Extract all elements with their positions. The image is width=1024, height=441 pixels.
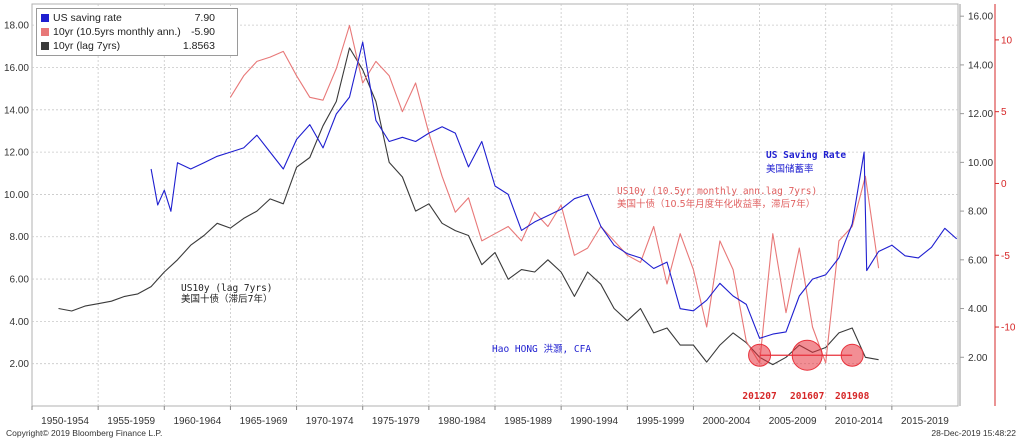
x-tick-label: 1955-1959 — [107, 416, 155, 427]
legend-swatch-10yr-lag — [41, 42, 49, 50]
legend-label-10yr-lag: 10yr (lag 7yrs) — [53, 40, 121, 52]
right-inner-tick-label: 12.00 — [968, 109, 993, 120]
x-tick-label: 1960-1964 — [173, 416, 221, 427]
circle-label-201207: 201207 — [742, 391, 776, 402]
left-tick-label: 14.00 — [4, 105, 29, 116]
x-tick-label: 2005-2009 — [769, 416, 817, 427]
legend-label-10yr-ann: 10yr (10.5yrs monthly ann.) — [53, 26, 181, 38]
right-outer-tick-label: -5 — [1001, 251, 1010, 262]
x-tick-label: 2000-2004 — [703, 416, 751, 427]
right-axis-outer: 10 5 0 -5 -10 — [994, 4, 1016, 406]
right-axis-inner: 2.00 4.00 6.00 8.00 10.00 12.00 14.00 16.00 — [959, 4, 993, 406]
us10y-label-cn: 美国十债（10.5年月度年化收益率，滞后7年） — [617, 198, 815, 210]
circle-label-201607: 201607 — [790, 391, 824, 402]
legend: US saving rate 7.90 10yr (10.5yrs monthl… — [36, 8, 238, 56]
legend-value-10yr-ann: -5.90 — [191, 26, 215, 38]
x-tick-label: 1980-1984 — [438, 416, 486, 427]
legend-swatch-saving — [41, 14, 49, 22]
left-axis: 2.00 4.00 6.00 8.00 10.00 12.00 14.00 16.00 18.0… — [4, 21, 29, 371]
series-line-1 — [229, 24, 880, 364]
series-lines — [58, 24, 958, 366]
us10y-label: US10y (10.5yr monthly ann.lag 7yrs) — [617, 186, 817, 197]
series-line-2 — [58, 47, 879, 366]
saving-label-cn: 美国储蓄率 — [766, 163, 814, 175]
x-tick-label: 1995-1999 — [636, 416, 684, 427]
left-tick-label: 4.00 — [10, 317, 30, 328]
right-outer-tick-label: -10 — [1001, 323, 1016, 334]
left-tick-label: 16.00 — [4, 63, 29, 74]
right-inner-tick-label: 14.00 — [968, 60, 993, 71]
series-line-0 — [150, 41, 958, 339]
highlight-circle-201607 — [791, 339, 823, 371]
x-tick-label: 1990-1994 — [570, 416, 618, 427]
footer-copyright: Copyright© 2019 Bloomberg Finance L.P. — [6, 428, 163, 438]
author-label: Hao HONG 洪灏, CFA — [492, 343, 591, 355]
x-tick-label: 2010-2014 — [835, 416, 883, 427]
right-inner-tick-label: 4.00 — [968, 304, 988, 315]
legend-label-saving: US saving rate — [53, 12, 122, 24]
legend-value-saving: 7.90 — [194, 12, 215, 24]
x-tick-label: 1950-1954 — [41, 416, 89, 427]
right-inner-tick-label: 6.00 — [968, 255, 988, 266]
left-tick-label: 10.00 — [4, 190, 29, 201]
x-axis: 1950-1954 1955-1959 1960-1964 1965-1969 1970… — [31, 406, 949, 427]
x-tick-label: 1970-1974 — [306, 416, 354, 427]
left-tick-label: 8.00 — [10, 232, 30, 243]
right-inner-tick-label: 8.00 — [968, 207, 988, 218]
left-tick-label: 18.00 — [4, 21, 29, 32]
highlight-circles: 201207 201607 201908 — [742, 339, 870, 402]
left-tick-label: 2.00 — [10, 359, 30, 370]
left-tick-label: 6.00 — [10, 275, 30, 286]
right-outer-tick-label: 5 — [1001, 107, 1007, 118]
x-tick-label: 1985-1989 — [504, 416, 552, 427]
saving-label: US Saving Rate — [766, 150, 846, 161]
grid-lines — [32, 4, 958, 406]
chart-annotations: US Saving Rate 美国储蓄率 US10y (10.5yr monthly… — [181, 150, 846, 355]
left-tick-label: 12.00 — [4, 148, 29, 159]
footer-timestamp: 28-Dec-2019 15:48:22 — [931, 428, 1016, 438]
x-tick-label: 1975-1979 — [372, 416, 420, 427]
right-inner-tick-label: 16.00 — [968, 12, 993, 23]
right-outer-tick-label: 0 — [1001, 179, 1007, 190]
lag-label-cn: 美国十债（滞后7年） — [181, 293, 273, 305]
right-inner-tick-label: 10.00 — [968, 158, 993, 169]
x-tick-label: 2015-2019 — [901, 416, 949, 427]
right-outer-tick-label: 10 — [1001, 35, 1013, 46]
x-tick-label: 1965-1969 — [240, 416, 288, 427]
legend-item-10yr-ann: 10yr (10.5yrs monthly ann.) -5.90 — [41, 25, 233, 39]
highlight-circle-201908 — [840, 343, 864, 367]
right-inner-tick-label: 2.00 — [968, 353, 988, 364]
lag-label: US10y (lag 7yrs) — [181, 283, 273, 294]
highlight-circle-201207 — [748, 343, 772, 367]
legend-value-10yr-lag: 1.8563 — [182, 40, 215, 52]
legend-item-10yr-lag: 10yr (lag 7yrs) 1.8563 — [41, 39, 233, 53]
legend-item-saving: US saving rate 7.90 — [41, 11, 233, 25]
legend-swatch-10yr-ann — [41, 28, 49, 36]
circle-label-201908: 201908 — [835, 391, 870, 402]
